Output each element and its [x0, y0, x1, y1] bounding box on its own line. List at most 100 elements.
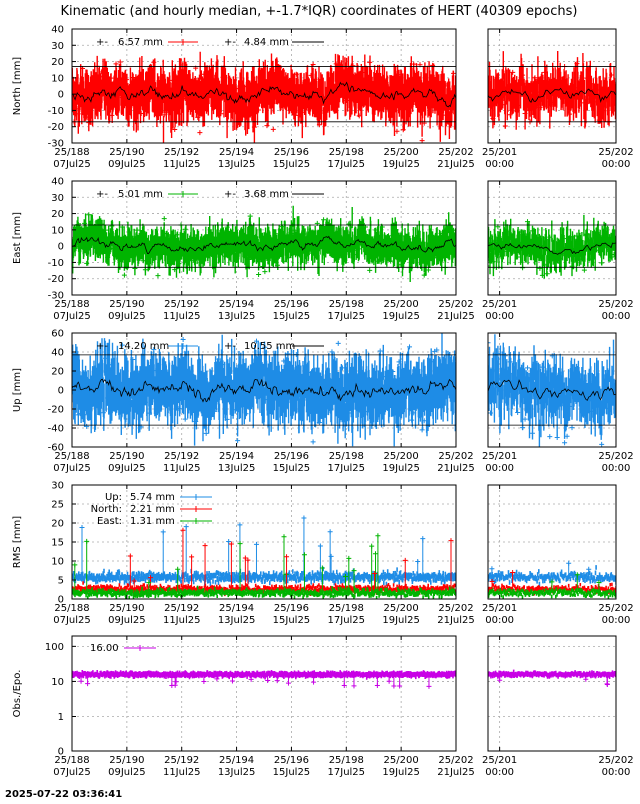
data-point	[328, 553, 334, 559]
data-point	[317, 543, 323, 549]
data-point	[126, 249, 132, 255]
data-point	[155, 273, 161, 279]
y-tick-label: 40	[51, 25, 64, 36]
data-point	[272, 231, 278, 237]
legend-name: North:	[91, 504, 122, 515]
legend-marker: +-	[96, 37, 108, 48]
zoom-x-tick-label: 25/202	[598, 147, 633, 158]
data-point	[111, 75, 117, 81]
main-x-tick-label: 07Jul25	[53, 311, 91, 322]
main-x-tick-label: 25/188	[54, 299, 89, 310]
y-tick-label: 0	[58, 747, 64, 758]
median-line	[72, 378, 456, 403]
data-point	[522, 416, 528, 422]
data-point	[579, 254, 585, 260]
data-point	[262, 269, 268, 275]
data-point	[270, 126, 276, 132]
data-point	[333, 236, 339, 242]
data-point	[132, 96, 138, 102]
data-point	[512, 391, 518, 397]
main-x-tick-label: 25/190	[109, 603, 144, 614]
data-point	[310, 439, 316, 445]
data-point	[140, 375, 146, 381]
median-line	[488, 87, 616, 104]
zoom-x-tick-label: 25/201	[482, 299, 517, 310]
data-point	[117, 240, 123, 246]
data-point	[360, 97, 366, 103]
y-tick-label: -10	[48, 106, 64, 117]
data-point	[404, 88, 410, 94]
data-point	[497, 95, 503, 101]
data-point	[400, 256, 406, 262]
y-tick-label: 20	[51, 519, 64, 530]
data-point	[301, 515, 307, 521]
data-point	[228, 104, 234, 110]
data-point	[547, 234, 553, 240]
rms-cloud	[72, 566, 456, 587]
data-point	[372, 571, 378, 577]
data-point	[165, 232, 171, 238]
median-line	[488, 242, 616, 255]
data-point	[495, 99, 501, 105]
data-point	[564, 83, 570, 89]
data-point	[314, 99, 320, 105]
data-point	[183, 524, 189, 530]
data-point	[159, 99, 165, 105]
main-x-tick-label: 09Jul25	[108, 615, 146, 626]
data-point	[113, 236, 119, 242]
legend-label: 14.20 mm	[118, 341, 169, 352]
y-tick-label: -30	[48, 291, 64, 302]
data-point	[351, 683, 357, 689]
data-point	[335, 255, 341, 261]
data-point	[346, 410, 352, 416]
data-point	[363, 70, 369, 76]
data-point	[306, 369, 312, 375]
data-point	[224, 416, 230, 422]
legend-swatch-marker	[180, 39, 186, 45]
data-point	[407, 239, 413, 245]
data-point	[277, 245, 283, 251]
y-tick-label: 30	[51, 481, 64, 492]
data-point	[316, 122, 322, 128]
data-point	[144, 78, 150, 84]
data-point	[209, 251, 215, 257]
legend-marker: +-	[224, 37, 236, 48]
plot-border	[71, 635, 457, 752]
data-point	[507, 359, 513, 365]
data-point	[226, 539, 232, 545]
panels: 25/18807Jul2525/19009Jul2525/19211Jul252…	[12, 25, 634, 779]
data-point	[581, 100, 587, 106]
data-point	[264, 242, 270, 248]
data-point	[344, 248, 350, 254]
obs-cloud	[72, 670, 456, 680]
data-point	[264, 123, 270, 129]
y-tick-label: 0	[58, 386, 64, 397]
data-point	[281, 258, 287, 264]
data-point	[448, 370, 454, 376]
data-point	[160, 529, 166, 535]
data-point	[564, 236, 570, 242]
data-point	[386, 233, 392, 239]
data-point	[492, 237, 498, 243]
data-point	[337, 386, 343, 392]
plot-border	[71, 180, 457, 296]
main-x-tick-label: 19Jul25	[382, 463, 420, 474]
data-point	[417, 392, 423, 398]
data-point	[489, 566, 495, 572]
y-axis-label: East [mm]	[12, 212, 23, 264]
data-point	[581, 267, 587, 273]
data-point	[407, 344, 413, 350]
data-point	[396, 72, 402, 78]
data-point	[136, 232, 142, 238]
main-x-tick-label: 21Jul25	[437, 159, 475, 170]
data-point	[151, 347, 157, 353]
data-point	[105, 254, 111, 260]
data-point	[562, 440, 568, 446]
legend-marker: +-	[224, 189, 236, 200]
data-point	[346, 221, 352, 227]
chart-title: Kinematic (and hourly median, +-1.7*IQR)…	[61, 4, 578, 19]
data-point	[168, 243, 174, 249]
